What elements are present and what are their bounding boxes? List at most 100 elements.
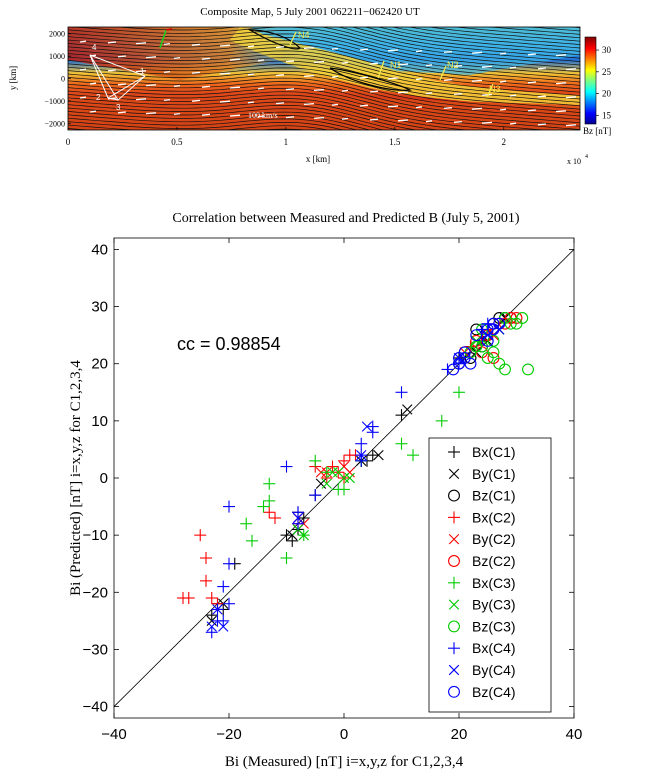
label-spacecraft-4: 4 <box>92 43 97 52</box>
colorbar-label: Bz [nT] <box>583 126 611 136</box>
data-point-b <box>333 467 344 478</box>
flow-arrow <box>219 44 231 47</box>
colorbar-tick-label: 30 <box>602 45 612 55</box>
data-points <box>177 312 534 639</box>
legend-label: Bx(C3) <box>472 575 516 591</box>
y-tick-label: −30 <box>83 641 108 658</box>
flow-arrow <box>359 104 369 107</box>
data-point <box>435 414 448 427</box>
data-point <box>395 409 408 422</box>
x-tick-label: 40 <box>566 726 583 743</box>
flow-arrow <box>481 65 493 68</box>
flow-arrow <box>453 92 463 96</box>
data-point <box>487 317 500 330</box>
contour-loop-n1 <box>329 67 413 91</box>
label-n1: N1 <box>390 60 402 70</box>
data-point-b <box>402 404 413 415</box>
data-point <box>194 529 207 542</box>
composite-map: Composite Map, 5 July 2001 062211−062420… <box>8 6 612 187</box>
flow-arrow <box>415 78 423 81</box>
cc-annotation: cc = 0.98854 <box>177 334 281 354</box>
contour-line <box>68 114 372 130</box>
flow-arrow <box>285 60 295 63</box>
contour-line <box>68 94 508 130</box>
flow-arrow <box>509 66 517 69</box>
legend-marker <box>448 446 460 458</box>
data-point <box>470 340 483 353</box>
flow-arrow <box>191 99 201 102</box>
flow-arrow <box>303 102 315 106</box>
tetrahedron-edge <box>89 54 146 77</box>
data-point <box>309 489 322 502</box>
flow-arrow <box>425 64 433 67</box>
flow-arrow <box>173 112 181 116</box>
flow-arrow <box>443 50 453 54</box>
map-ylabel: y [km] <box>8 66 18 90</box>
flow-arrow <box>191 43 201 46</box>
contour-line <box>453 27 580 39</box>
colorbar-tick-label: 20 <box>602 89 612 99</box>
data-point <box>516 312 529 324</box>
contour-line <box>68 63 580 107</box>
map-y-axis: 2000 1000 0 −1000 −2000 <box>44 30 71 128</box>
x-axis-label: Bi (Measured) [nT] i=x,y,z for C1,2,3,4 <box>225 754 464 770</box>
y-tick-label: −20 <box>83 584 108 601</box>
flow-arrow <box>79 96 87 99</box>
flow-arrow <box>89 110 97 113</box>
tetrahedron-edge <box>89 54 119 101</box>
flow-arrow <box>415 106 423 109</box>
contour-line <box>68 104 418 130</box>
contour-line <box>68 60 580 103</box>
data-point-b <box>212 604 223 615</box>
flow-arrow <box>565 96 577 99</box>
data-point <box>223 557 235 570</box>
flow-arrow <box>201 57 211 60</box>
n1-arrow <box>377 60 385 79</box>
data-point <box>217 580 230 593</box>
flow-arrow <box>341 61 349 64</box>
contour-line <box>68 39 580 83</box>
flow-arrow <box>303 74 315 78</box>
flow-arrow <box>331 47 339 50</box>
contour-line <box>377 27 580 52</box>
data-point <box>212 604 223 615</box>
y-tick-label: 40 <box>91 241 108 258</box>
contour-line <box>68 80 580 124</box>
contour-line <box>68 145 580 187</box>
flow-arrow <box>117 111 127 114</box>
data-point <box>263 506 276 519</box>
contour-line <box>68 117 358 130</box>
x-tick-label: 0 <box>340 726 348 743</box>
data-point-b <box>356 449 367 461</box>
y-axis-label: Bi (Predicted) [nT] i=x,y,z for C1,2,3,4 <box>68 360 84 596</box>
data-point <box>458 346 471 359</box>
flow-arrow <box>257 87 265 90</box>
map-x-axis: 0 0.5 1 1.5 2 <box>66 127 506 147</box>
flow-arrow <box>397 119 409 122</box>
contour-line <box>68 121 345 130</box>
data-point <box>338 454 350 467</box>
n2-arrow <box>439 65 447 81</box>
legend-marker <box>448 534 460 545</box>
contour-line <box>337 27 580 62</box>
x-tick-label: 20 <box>451 726 468 743</box>
contour-line <box>68 128 308 130</box>
data-point <box>292 517 304 530</box>
flow-arrow <box>387 49 399 52</box>
flow-arrow <box>415 50 423 53</box>
data-point <box>263 494 276 507</box>
flow-arrow <box>107 69 117 72</box>
data-point <box>522 363 534 376</box>
legend-marker-b <box>448 468 460 479</box>
flow-arrow <box>471 107 483 110</box>
flow-arrow <box>359 76 369 79</box>
data-point <box>205 626 218 639</box>
flow-arrow <box>275 102 285 105</box>
flow-arrow <box>247 101 255 104</box>
data-point <box>344 472 355 484</box>
flow-arrow <box>369 118 379 121</box>
x-axis: −40 −20 0 20 40 <box>101 238 582 743</box>
flow-arrow <box>387 77 399 80</box>
contour-line <box>68 107 400 130</box>
